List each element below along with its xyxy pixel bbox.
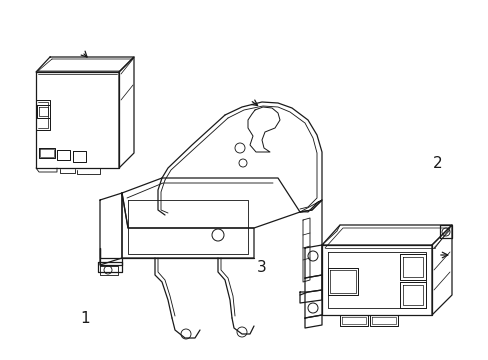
Text: 1: 1 (81, 311, 90, 326)
Text: 2: 2 (432, 156, 442, 171)
Text: 3: 3 (256, 260, 266, 275)
